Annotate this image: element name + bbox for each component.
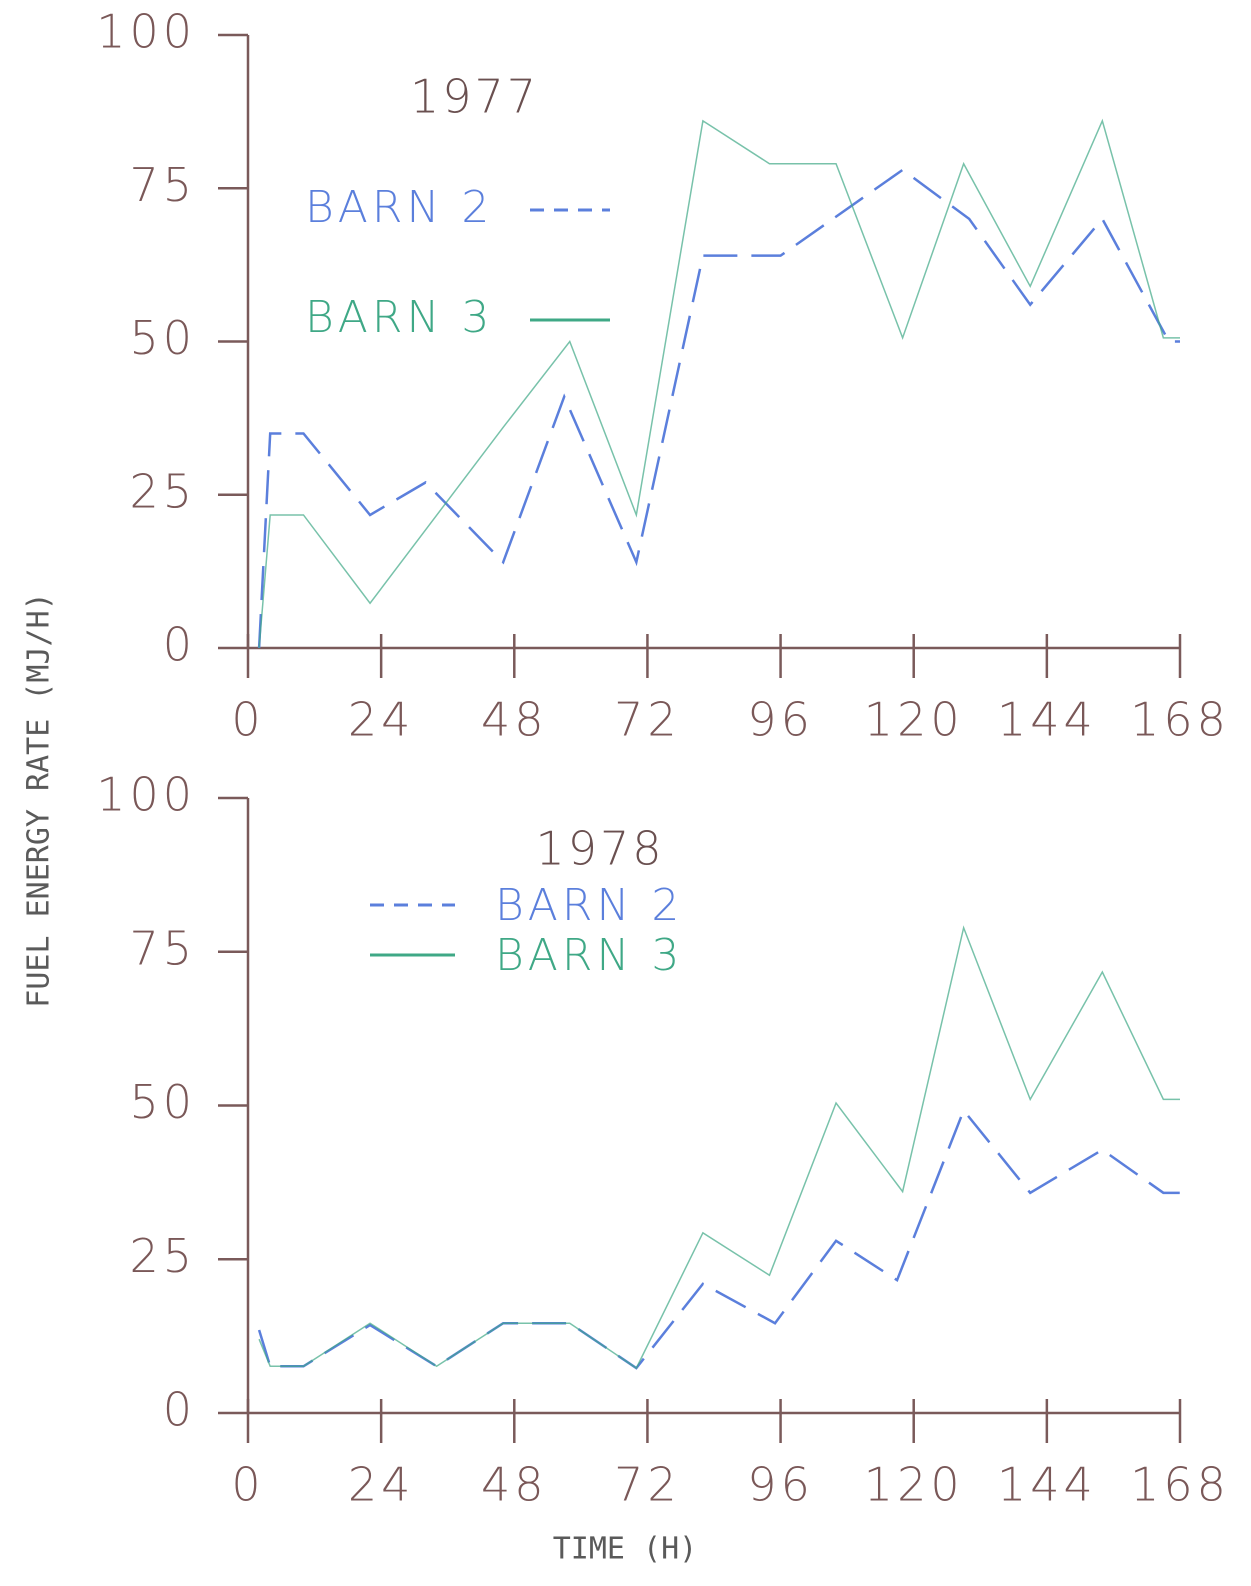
x-tick-label: 168	[1130, 693, 1230, 747]
series-line	[257, 1107, 1180, 1370]
y-tick-label: 25	[129, 1229, 196, 1283]
x-tick-label: 144	[997, 1458, 1097, 1512]
series-line	[257, 168, 1180, 649]
y-tick-label: 50	[129, 311, 196, 365]
x-tick-label: 72	[614, 1458, 681, 1512]
x-tick-label: 0	[231, 693, 264, 747]
x-tick-label: 48	[481, 693, 548, 747]
y-tick-label: 75	[129, 921, 196, 975]
chart-title: 1977	[410, 70, 539, 124]
x-tick-label: 24	[348, 693, 415, 747]
y-tick-label: 0	[163, 618, 196, 672]
x-tick-label: 120	[864, 693, 964, 747]
y-tick-label: 100	[96, 5, 196, 59]
x-tick-label: 96	[747, 1458, 814, 1512]
y-tick-label: 25	[129, 464, 196, 518]
y-tick-label: 50	[129, 1075, 196, 1129]
x-axis-label: TIME (H)	[553, 1532, 698, 1567]
x-tick-label: 48	[481, 1458, 548, 1512]
y-tick-label: 75	[129, 158, 196, 212]
x-tick-label: 120	[864, 1458, 964, 1512]
x-tick-label: 24	[348, 1458, 415, 1512]
x-tick-label: 168	[1130, 1458, 1230, 1512]
chart-title: 1978	[535, 822, 664, 876]
series-line	[258, 118, 1180, 649]
x-tick-label: 0	[231, 1458, 264, 1512]
y-tick-label: 0	[163, 1383, 196, 1437]
x-tick-label: 72	[614, 693, 681, 747]
y-axis-label: FUEL ENERGY RATE (MJ/H)	[22, 592, 57, 1007]
legend-label: BARN 3	[305, 292, 493, 343]
legend-label: BARN 2	[305, 182, 493, 233]
x-tick-label: 96	[747, 693, 814, 747]
x-tick-label: 144	[997, 693, 1097, 747]
legend-label: BARN 2	[495, 880, 683, 931]
series-line	[258, 925, 1180, 1370]
legend-label: BARN 3	[495, 930, 683, 981]
y-tick-label: 100	[96, 768, 196, 822]
